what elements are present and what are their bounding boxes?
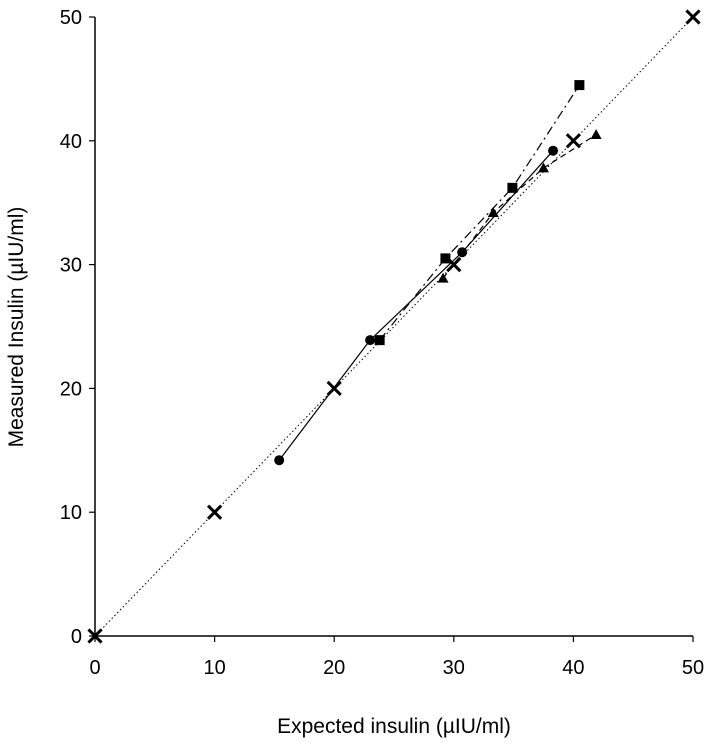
x-tick-label: 40	[562, 657, 584, 679]
data-point-x	[87, 628, 103, 644]
y-tick-label: 30	[60, 255, 82, 277]
x-tick-label: 0	[89, 657, 100, 679]
series-square	[374, 80, 585, 346]
series-line-circle	[278, 150, 554, 461]
data-point-square	[374, 335, 385, 346]
data-point-square	[507, 182, 518, 193]
data-point-square	[574, 80, 585, 91]
data-point-square	[440, 253, 451, 264]
y-tick-label: 50	[60, 7, 82, 29]
data-point-circle	[365, 335, 376, 346]
identity-line-group	[94, 16, 694, 637]
series-triangle	[437, 129, 602, 283]
y-axis-title: Measured Insulin (µIU/ml)	[5, 207, 28, 448]
y-tick-label: 40	[60, 131, 82, 153]
series-line-triangle	[442, 134, 597, 279]
data-point-x	[565, 133, 582, 149]
x-tick-label: 20	[323, 657, 345, 679]
x-axis-title: Expected insulin (µIU/ml)	[277, 715, 511, 738]
x-tick-label: 50	[682, 657, 704, 679]
identity-line	[94, 16, 694, 637]
x-tick-label: 30	[443, 657, 465, 679]
data-point-x	[206, 504, 223, 520]
data-point-circle	[274, 455, 285, 466]
data-point-triangle	[590, 129, 602, 140]
x-tick-label: 10	[203, 657, 225, 679]
series-group	[87, 9, 701, 644]
series-line-square	[379, 84, 580, 341]
axes	[94, 17, 693, 637]
data-point-circle	[548, 145, 559, 156]
ticks: 0 10 20 30 40 50 0 10 20 30 40 50	[60, 7, 704, 679]
y-tick-label: 10	[60, 502, 82, 524]
data-point-x	[685, 9, 701, 25]
series-circle	[274, 145, 559, 466]
data-point-triangle	[487, 207, 499, 218]
data-point-circle	[457, 247, 468, 258]
data-point-triangle	[437, 272, 449, 283]
data-point-triangle	[538, 162, 549, 173]
y-tick-label: 0	[71, 626, 82, 648]
y-tick-label: 20	[60, 378, 82, 400]
